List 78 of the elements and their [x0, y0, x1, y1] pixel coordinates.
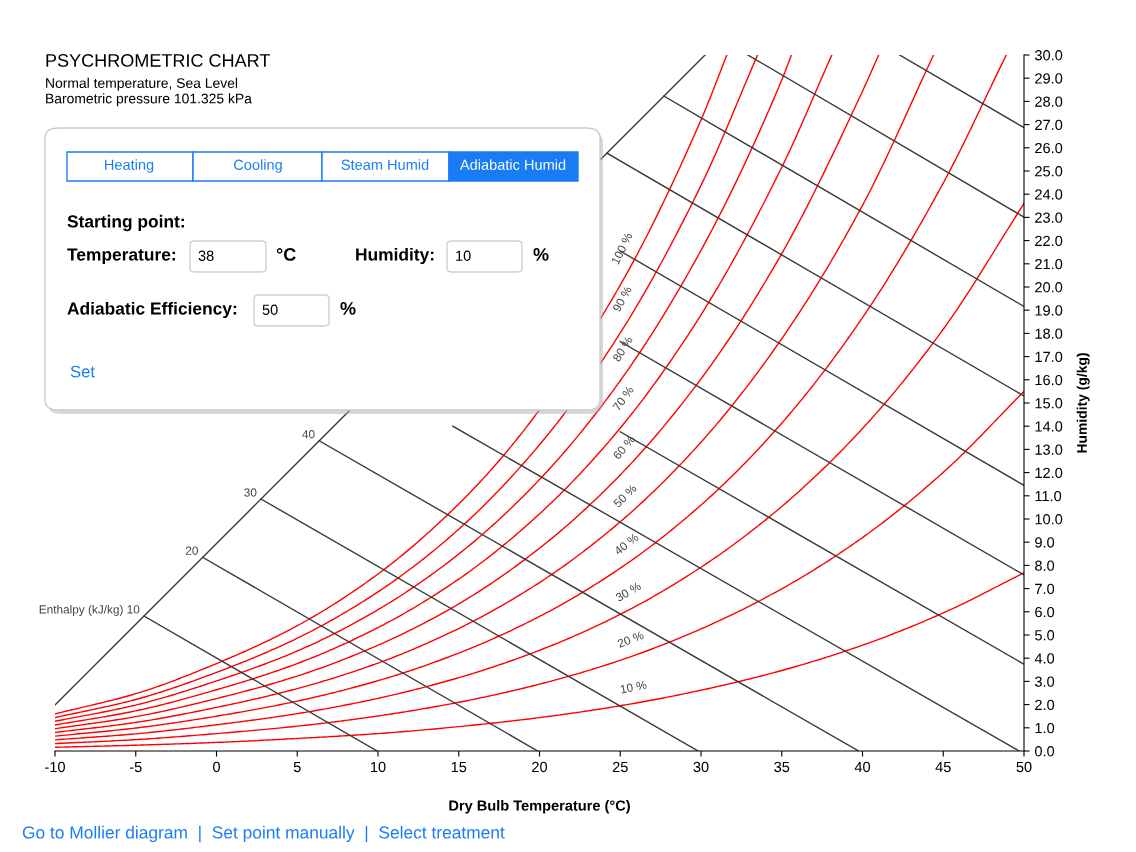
x-tick-label: 0 — [213, 761, 220, 773]
x-tick-label: 25 — [612, 761, 628, 773]
x-tick-label: 5 — [293, 761, 301, 773]
annotation: Humidity: — [356, 247, 434, 265]
x-tick-label: 35 — [774, 761, 790, 773]
annotation: 10 % — [620, 680, 647, 694]
annotation: °C — [276, 248, 296, 261]
annotation: Starting point: — [67, 214, 184, 232]
annotation: 38 — [198, 250, 214, 261]
y-tick-label: 24.0 — [1035, 189, 1063, 200]
annotation: 50 % — [612, 483, 638, 508]
y-tick-label: 28.0 — [1035, 96, 1063, 107]
annotation: 50 — [262, 304, 278, 315]
text: Normal temperature, Sea Level Barometric pressure 101.325 kPa — [46, 77, 252, 107]
y-tick-label: 7.0 — [1035, 583, 1055, 595]
x-tick-label: 10 — [371, 761, 386, 773]
y-tick-label: 13.0 — [1035, 444, 1063, 455]
y-tick-label: 14.0 — [1035, 421, 1063, 432]
chart-title: PSYCHROMETRIC CHART — [46, 54, 270, 67]
annotation: 80 % — [612, 335, 634, 363]
x-tick-label: -10 — [45, 761, 65, 773]
y-tick-label: 26.0 — [1035, 142, 1063, 154]
y-tick-label: 30.0 — [1034, 50, 1063, 61]
y-tick-label: 9.0 — [1035, 537, 1055, 548]
x-tick-label: 20 — [532, 761, 548, 773]
annotation: Cooling — [234, 159, 282, 173]
x-tick-label: 30 — [693, 761, 709, 773]
y-tick-label: 19.0 — [1035, 305, 1063, 316]
y-tick-label: 11.0 — [1035, 490, 1062, 502]
x-axis-title: Dry Bulb Temperature (°C) — [449, 800, 630, 814]
annotation: 90 % — [612, 285, 633, 313]
y-tick-label: 5.0 — [1035, 630, 1055, 641]
annotation: 100 % — [611, 232, 633, 265]
x-tick-label: 40 — [854, 761, 871, 773]
x-tick-label: 50 — [1016, 761, 1032, 773]
x-tick-label: -5 — [129, 761, 142, 773]
y-tick-label: 23.0 — [1035, 212, 1063, 223]
x-tick-label: 15 — [451, 761, 467, 773]
y-tick-label: 17.0 — [1035, 351, 1063, 363]
y-tick-label: 20.0 — [1035, 282, 1063, 293]
annotation: 70 % — [612, 385, 635, 412]
text: Go to Mollier diagram | Set point manually | Select treatment — [22, 825, 505, 843]
annotation: 40 — [302, 430, 315, 439]
y-tick-label: 1.0 — [1035, 722, 1055, 734]
annotation: 30 — [244, 488, 257, 497]
annotation: 20 — [185, 546, 198, 555]
y-tick-label: 0.0 — [1034, 746, 1055, 757]
y-tick-label: 10.0 — [1035, 514, 1063, 525]
annotation: 60 % — [612, 434, 636, 460]
y-tick-label: 3.0 — [1034, 676, 1055, 687]
y-tick-label: 18.0 — [1035, 328, 1063, 339]
y-tick-label: 22.0 — [1035, 235, 1063, 247]
annotation: % — [533, 248, 549, 261]
y-axis-title: Humidity (g/kg) — [1076, 353, 1090, 453]
y-tick-label: 6.0 — [1035, 606, 1055, 618]
annotation: Enthalpy (kJ/kg) 10 — [39, 604, 140, 616]
y-tick-label: 29.0 — [1035, 73, 1063, 84]
annotation: Adiabatic Humid — [459, 159, 566, 170]
y-tick-label: 27.0 — [1035, 119, 1063, 131]
y-tick-label: 21.0 — [1035, 258, 1063, 270]
y-tick-label: 16.0 — [1035, 374, 1063, 386]
annotation: 20 % — [617, 630, 645, 648]
annotation: Heating — [105, 159, 154, 173]
y-tick-label: 12.0 — [1035, 467, 1063, 479]
y-tick-label: 15.0 — [1035, 398, 1063, 409]
annotation: Steam Humid — [341, 159, 429, 170]
annotation: Temperature: — [67, 248, 175, 265]
annotation: 10 — [456, 250, 471, 261]
annotation: 40 % — [613, 532, 640, 556]
x-tick-label: 45 — [935, 761, 951, 773]
y-tick-label: 8.0 — [1035, 560, 1055, 571]
y-tick-label: 4.0 — [1034, 653, 1055, 664]
y-tick-label: 25.0 — [1035, 166, 1063, 177]
annotation: % — [340, 302, 356, 315]
annotation: 30 % — [614, 581, 642, 602]
annotation: Adiabatic Efficiency: — [67, 301, 237, 319]
y-tick-label: 2.0 — [1035, 699, 1055, 711]
annotation: Set — [70, 365, 95, 378]
